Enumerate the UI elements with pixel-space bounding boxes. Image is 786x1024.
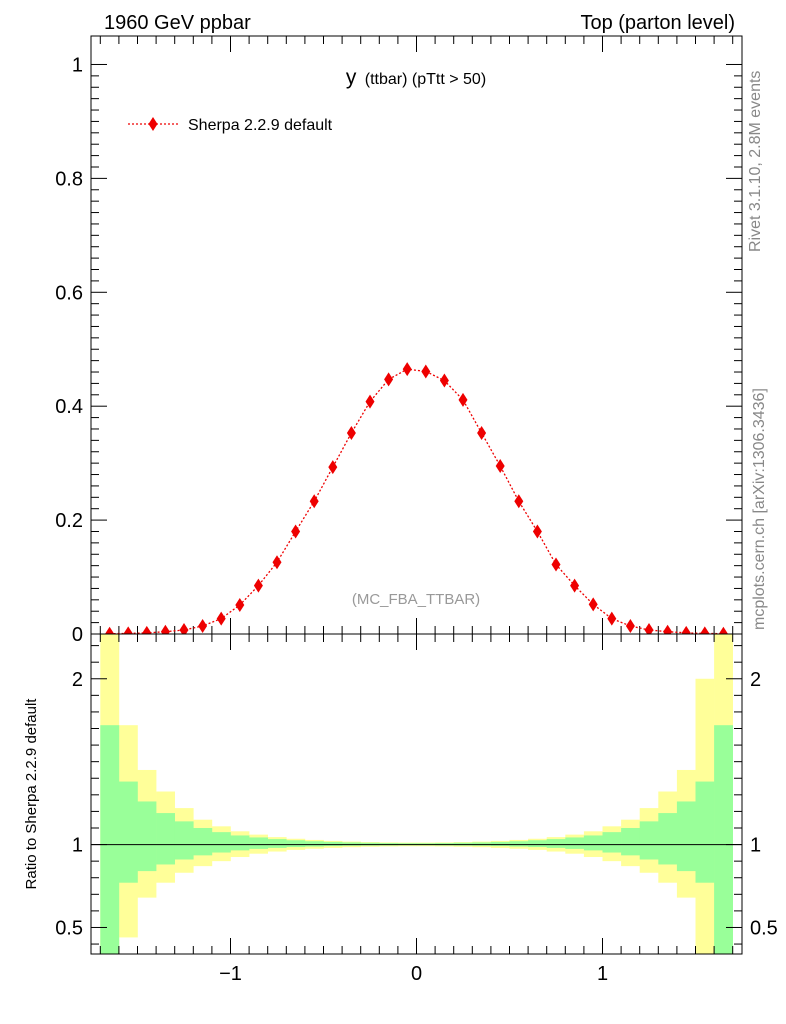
inner-band-bin (509, 841, 529, 847)
ratio-y-tick-label-right: 0.5 (750, 917, 778, 939)
data-point (291, 524, 301, 539)
series-line (109, 368, 724, 634)
inner-band-bin (602, 832, 622, 853)
ratio-y-tick-label-right: 1 (750, 835, 761, 857)
legend: Sherpa 2.2.9 default (128, 117, 333, 134)
inner-band-bin (658, 813, 678, 865)
ratio-y-tick-label: 1 (72, 835, 83, 857)
inner-band-bin (211, 832, 231, 853)
inner-band-bin (249, 837, 268, 849)
data-point (328, 460, 338, 475)
data-point (160, 624, 170, 634)
plot-title: y (ttbar) (pTtt > 50) (346, 66, 486, 89)
inner-band-bin (546, 839, 566, 848)
data-point (421, 364, 431, 379)
data-point (179, 623, 189, 634)
y-tick-label: 0.6 (55, 282, 83, 304)
data-point (142, 625, 152, 634)
data-point (681, 625, 691, 634)
data-point (551, 557, 561, 572)
data-point (216, 611, 226, 626)
data-point (495, 458, 505, 473)
data-point (663, 624, 673, 634)
uncertainty-bands (91, 634, 742, 954)
inner-band-bin (676, 801, 696, 872)
ratio-panel: 0.5 0.5 1 1 2 2 −1 0 1 Ratio to Sherpa 2.2.9 de… (23, 634, 778, 985)
ratio-panel-frame (90, 633, 743, 955)
inner-band-bin (583, 835, 603, 851)
ratio-panel-y-tick-labels: 0.5 0.5 1 1 2 2 (55, 669, 778, 940)
data-point (309, 494, 319, 509)
plot-title-sub: (ttbar) (pTtt > 50) (365, 71, 486, 88)
source-label: mcplots.cern.ch [arXiv:1306.3436] (751, 388, 768, 630)
inner-band-bin (156, 813, 175, 865)
inner-band-bin (323, 841, 343, 847)
y-tick-label: 0 (72, 624, 83, 646)
inner-band-bin (137, 801, 157, 872)
ratio-y-tick-label: 0.5 (55, 917, 83, 939)
data-point (105, 626, 115, 634)
inner-band-bin (528, 840, 547, 848)
main-panel: 0 0.2 0.4 0.6 0.8 1 y (ttbar) (pTtt > 50) (MC… (55, 36, 742, 646)
ratio-y-tick-label-right: 2 (750, 669, 761, 691)
inner-band-bin (230, 835, 250, 851)
data-point (588, 597, 598, 612)
inner-band-bin (490, 841, 510, 847)
x-tick-label: −1 (219, 963, 242, 985)
data-point (123, 626, 133, 634)
data-point (253, 578, 263, 593)
inner-band-bin (695, 781, 715, 883)
data-point (700, 626, 710, 634)
data-point (644, 623, 654, 634)
header-left: 1960 GeV ppbar (104, 12, 251, 34)
x-tick-labels: −1 0 1 (219, 963, 608, 985)
inner-band-bin (639, 821, 659, 860)
plot-title-main: y (346, 66, 357, 89)
data-point (235, 597, 245, 612)
inner-band-bin (193, 827, 213, 856)
legend-marker (148, 117, 158, 131)
inner-band-bin (100, 725, 120, 954)
y-tick-label: 0.4 (55, 396, 83, 418)
y-tick-label: 0.2 (55, 510, 83, 532)
ratio-panel-ticks (91, 634, 742, 954)
data-point (346, 425, 356, 440)
rivet-label: Rivet 3.1.10, 2.8M events (747, 71, 764, 252)
data-point (477, 425, 487, 440)
series-sherpa (105, 362, 728, 634)
data-point (718, 626, 728, 634)
y-tick-label: 0.8 (55, 168, 83, 190)
legend-label: Sherpa 2.2.9 default (188, 117, 333, 134)
x-tick-label: 1 (597, 963, 608, 985)
data-point (570, 578, 580, 593)
ratio-y-tick-label: 2 (72, 669, 83, 691)
analysis-watermark: (MC_FBA_TTBAR) (352, 591, 480, 608)
data-point (607, 611, 617, 626)
data-point (402, 362, 412, 377)
data-point (625, 619, 635, 634)
y-tick-label: 1 (72, 54, 83, 76)
x-tick-label: 0 (411, 963, 422, 985)
inner-band-bin (565, 837, 585, 849)
data-point (514, 494, 524, 509)
data-point (458, 392, 468, 407)
main-panel-y-tick-labels: 0 0.2 0.4 0.6 0.8 1 (55, 54, 83, 646)
inner-band-bin (267, 839, 287, 848)
data-point (198, 619, 208, 634)
data-point (365, 394, 375, 409)
inner-band-bin (714, 725, 733, 954)
data-point (439, 373, 449, 388)
inner-band-bin (286, 840, 306, 848)
inner-band-bin (621, 827, 640, 856)
data-point (272, 555, 282, 570)
data-point (384, 372, 394, 387)
header-right: Top (parton level) (580, 12, 735, 34)
main-panel-ticks (91, 36, 742, 635)
ratio-y-axis-label: Ratio to Sherpa 2.2.9 default (23, 698, 40, 890)
inner-band-bin (118, 781, 138, 883)
inner-band-bin (174, 821, 194, 860)
data-point (532, 524, 542, 539)
inner-band-bin (304, 841, 324, 847)
